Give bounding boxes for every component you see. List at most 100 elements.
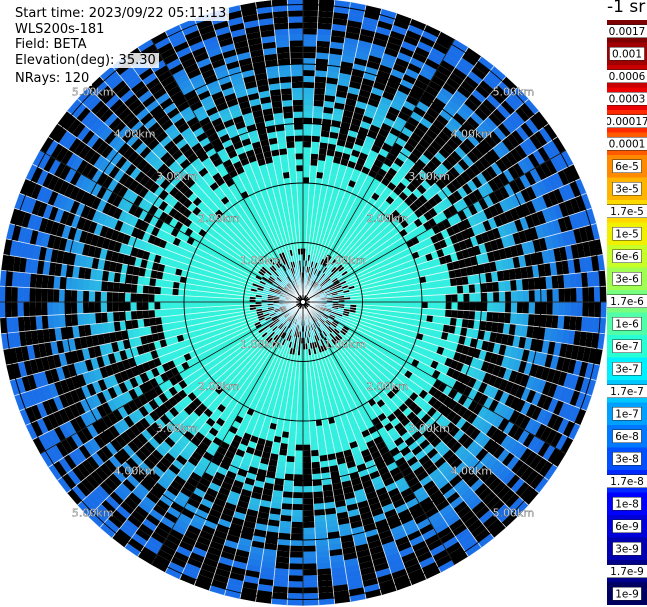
- range-gate: [149, 277, 157, 287]
- range-gate: [222, 507, 235, 517]
- range-gate: [166, 533, 182, 546]
- range-gate: [62, 473, 77, 490]
- range-gate: [291, 521, 303, 529]
- range-gate: [558, 301, 565, 316]
- range-gate: [433, 308, 440, 317]
- range-gate: [216, 446, 228, 456]
- range-gate: [492, 301, 500, 313]
- range-gate: [411, 508, 425, 520]
- range-gate: [552, 301, 560, 316]
- range-gate: [302, 105, 314, 113]
- range-gate: [303, 468, 312, 475]
- range-gate: [435, 36, 452, 50]
- range-gate: [452, 523, 468, 537]
- range-gate: [290, 414, 298, 421]
- range-gate: [198, 530, 214, 541]
- range-gate: [281, 503, 293, 510]
- range-gate: [302, 159, 311, 166]
- range-gate: [540, 302, 547, 315]
- range-gate: [371, 416, 381, 426]
- range-gate: [159, 456, 172, 469]
- range-gate: [284, 473, 294, 481]
- range-gate: [413, 198, 424, 209]
- range-gate: [409, 573, 427, 586]
- range-gate: [452, 112, 467, 126]
- range-gate: [411, 430, 423, 441]
- range-gate: [88, 302, 95, 314]
- range-gate: [560, 437, 574, 454]
- range-gate: [558, 201, 569, 218]
- range-gate: [276, 544, 291, 552]
- range-gate: [364, 589, 382, 599]
- range-gate: [382, 476, 395, 487]
- range-gate: [337, 289, 344, 293]
- range-gate: [313, 491, 324, 499]
- range-gate: [397, 84, 411, 96]
- range-gate: [294, 450, 304, 457]
- range-gate: [168, 406, 180, 418]
- range-gate: [386, 301, 393, 307]
- range-gate: [195, 482, 209, 493]
- range-gate: [331, 291, 338, 295]
- range-gate: [389, 466, 402, 477]
- range-gate: [505, 302, 512, 313]
- range-gate: [86, 207, 97, 221]
- range-gate: [555, 356, 565, 372]
- range-gate: [184, 307, 191, 315]
- range-gate: [434, 135, 447, 148]
- range-gate: [330, 119, 342, 128]
- range-gate: [432, 494, 447, 507]
- range-gate: [446, 262, 455, 272]
- range-gate: [415, 158, 427, 170]
- range-gate: [289, 420, 297, 427]
- range-gate: [367, 425, 378, 435]
- range-gate: [373, 158, 384, 168]
- range-gate: [148, 285, 156, 295]
- range-gate: [464, 355, 473, 366]
- range-gate: [438, 309, 446, 318]
- range-gate: [467, 319, 475, 329]
- range-gate: [164, 436, 176, 448]
- range-gate: [466, 150, 479, 164]
- range-gate: [427, 217, 437, 228]
- range-gate: [419, 523, 434, 536]
- range-gate: [538, 326, 546, 341]
- range-gate: [480, 360, 490, 373]
- range-gate: [454, 268, 462, 278]
- range-gate: [69, 389, 81, 404]
- range-gate: [38, 343, 47, 358]
- range-gate: [118, 302, 125, 312]
- range-gate: [108, 425, 121, 439]
- range-gate: [391, 568, 408, 580]
- range-gate: [485, 165, 498, 179]
- range-gate: [260, 494, 273, 502]
- range-gate: [450, 457, 463, 470]
- range-gate: [163, 452, 176, 464]
- range-gate: [53, 410, 65, 427]
- range-gate: [461, 183, 473, 196]
- range-gate: [151, 449, 164, 462]
- range-gate: [112, 533, 129, 548]
- range-gate: [297, 402, 304, 410]
- range-gate: [179, 486, 193, 498]
- range-gate: [215, 417, 226, 427]
- range-gate: [429, 489, 443, 502]
- range-gate: [546, 413, 559, 429]
- range-gate: [455, 361, 465, 373]
- range-gate: [378, 64, 393, 75]
- range-gate: [515, 385, 526, 399]
- range-gate: [136, 363, 146, 375]
- range-gate: [529, 114, 544, 131]
- range-gate: [326, 341, 333, 349]
- range-gate: [435, 554, 452, 568]
- range-gate: [531, 406, 543, 421]
- range-gate: [446, 138, 459, 151]
- range-gate: [53, 275, 61, 290]
- range-gate: [507, 424, 520, 439]
- range-gate: [327, 453, 337, 461]
- range-gate: [477, 329, 486, 341]
- range-gate: [148, 293, 155, 302]
- range-gate: [375, 486, 388, 497]
- range-gate: [317, 580, 333, 588]
- range-gate: [483, 262, 492, 274]
